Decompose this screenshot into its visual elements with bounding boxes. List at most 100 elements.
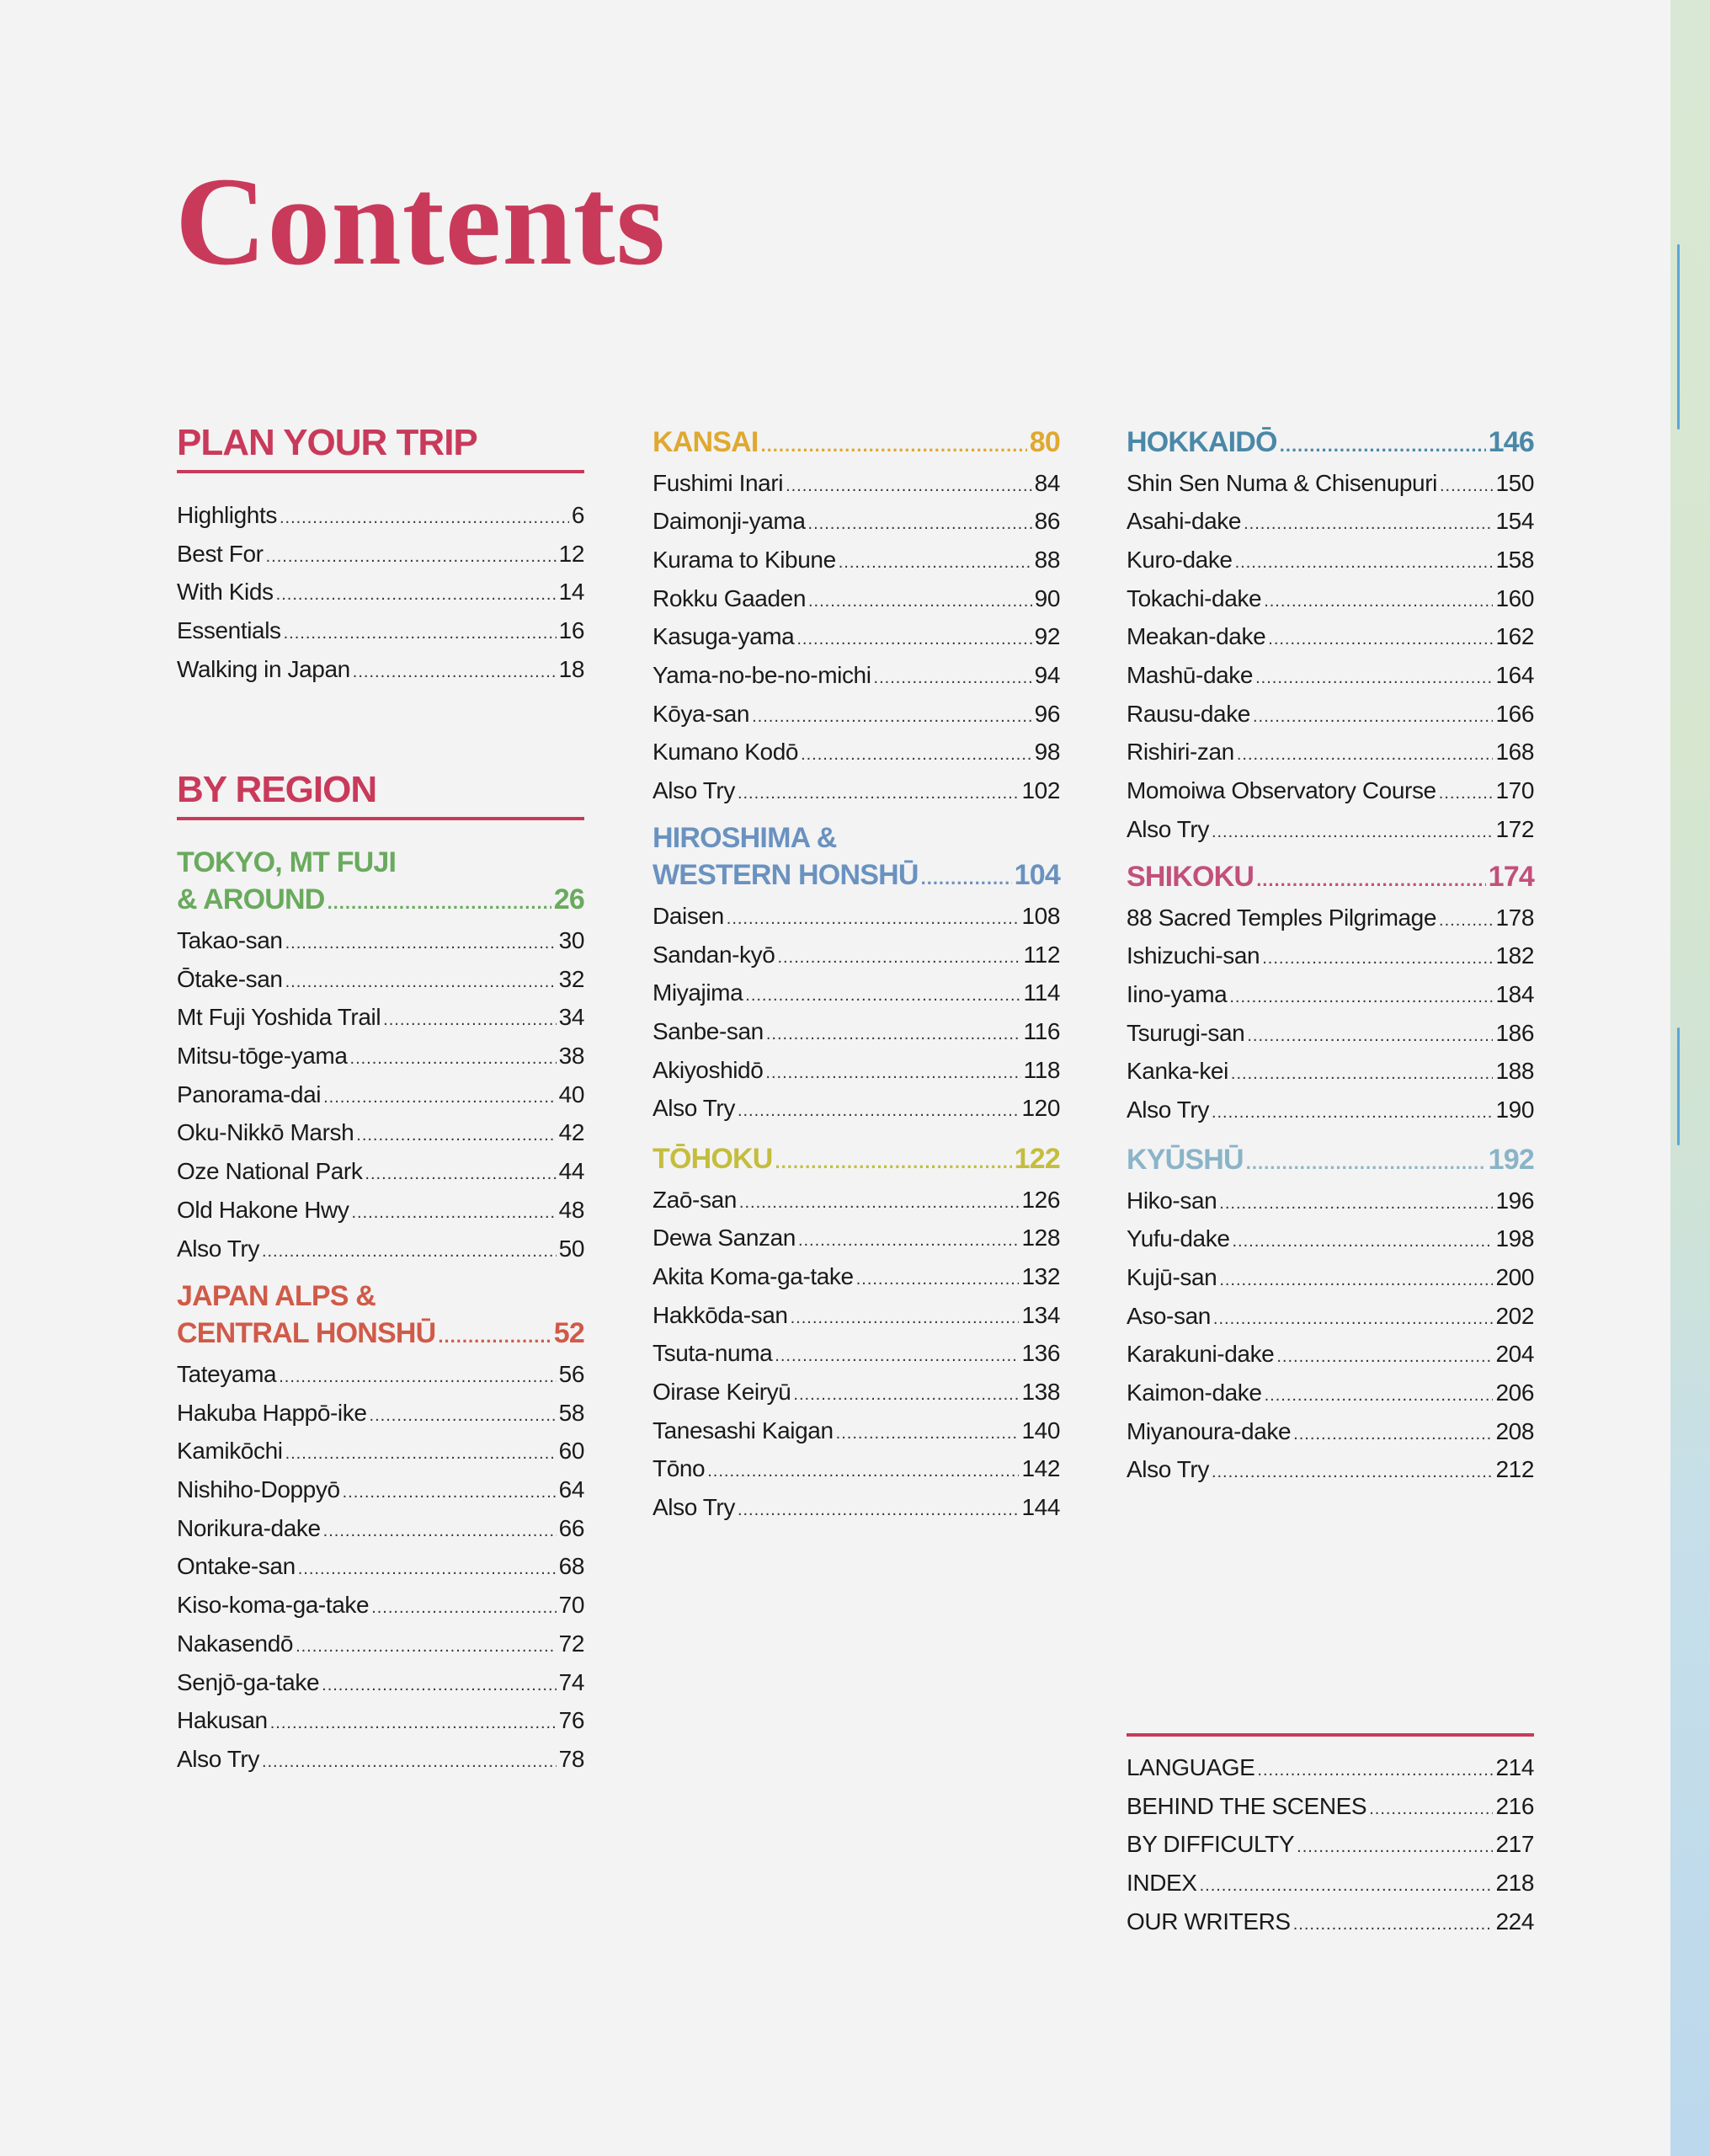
page-number: 60: [558, 1438, 585, 1465]
region-heading[interactable]: TŌHOKU 122: [653, 1141, 1061, 1178]
toc-entry[interactable]: Meakan-dake 162: [1127, 617, 1534, 656]
toc-entry[interactable]: With Kids 14: [177, 573, 584, 611]
toc-entry[interactable]: BEHIND THE SCENES 216: [1127, 1787, 1534, 1826]
toc-entry[interactable]: Zaō-san 126: [653, 1181, 1060, 1219]
toc-entry[interactable]: Tsuta-numa 136: [653, 1334, 1060, 1373]
toc-entry[interactable]: Ōtake-san 32: [177, 960, 584, 999]
toc-entry[interactable]: Nakasendō 72: [177, 1625, 584, 1663]
toc-entry[interactable]: Ontake-san 68: [177, 1547, 584, 1586]
toc-entry[interactable]: Tanesashi Kaigan 140: [653, 1412, 1060, 1450]
toc-entry[interactable]: Kasuga-yama 92: [653, 617, 1060, 656]
region-heading-row: KYŪSHŪ 192: [1127, 1142, 1535, 1179]
toc-entry[interactable]: Hakuba Happō-ike 58: [177, 1394, 584, 1433]
dot-leader: [1212, 814, 1494, 852]
toc-entry[interactable]: Oku-Nikkō Marsh 42: [177, 1113, 584, 1152]
toc-entry[interactable]: Hakusan 76: [177, 1701, 584, 1740]
entry-label: Akita Koma-ga-take: [653, 1262, 854, 1289]
toc-entry[interactable]: Dewa Sanzan 128: [653, 1219, 1060, 1257]
toc-entry[interactable]: LANGUAGE 214: [1127, 1748, 1534, 1787]
toc-entry[interactable]: Panorama-dai 40: [177, 1075, 584, 1114]
toc-entry[interactable]: Kuro-dake 158: [1127, 541, 1534, 579]
page-number: 86: [1034, 508, 1061, 535]
toc-entry[interactable]: 88 Sacred Temples Pilgrimage 178: [1127, 899, 1534, 937]
toc-entry[interactable]: Tokachi-dake 160: [1127, 579, 1534, 618]
toc-entry[interactable]: Asahi-dake 154: [1127, 502, 1534, 541]
toc-entry[interactable]: Tateyama 56: [177, 1355, 584, 1394]
toc-entry[interactable]: Also Try 144: [653, 1488, 1060, 1527]
region-heading[interactable]: HOKKAIDŌ 146: [1127, 424, 1535, 462]
toc-entry[interactable]: Daisen 108: [653, 897, 1060, 936]
toc-entry[interactable]: Sanbe-san 116: [653, 1012, 1060, 1051]
toc-entry[interactable]: Fushimi Inari 84: [653, 464, 1060, 503]
region-heading[interactable]: HIROSHIMA & WESTERN HONSHŪ 104: [653, 820, 1061, 894]
toc-entry[interactable]: Norikura-dake 66: [177, 1509, 584, 1548]
toc-entry[interactable]: Kumano Kodō 98: [653, 733, 1060, 771]
toc-entry[interactable]: Karakuni-dake 204: [1127, 1335, 1534, 1374]
region-heading[interactable]: KYŪSHŪ 192: [1127, 1142, 1535, 1179]
entry-label: Yama-no-be-no-michi: [653, 661, 871, 688]
toc-entry[interactable]: INDEX 218: [1127, 1864, 1534, 1903]
toc-entry[interactable]: Nishiho-Doppyō 64: [177, 1470, 584, 1509]
toc-entry[interactable]: Kiso-koma-ga-take 70: [177, 1586, 584, 1625]
toc-entry[interactable]: BY DIFFICULTY 217: [1127, 1825, 1534, 1864]
toc-entry[interactable]: Highlights 6: [177, 496, 584, 535]
toc-entry[interactable]: Rausu-dake 166: [1127, 695, 1534, 734]
toc-entry[interactable]: Also Try 78: [177, 1740, 584, 1779]
toc-entry[interactable]: Aso-san 202: [1127, 1297, 1534, 1336]
region-heading[interactable]: KANSAI 80: [653, 424, 1061, 462]
toc-entry[interactable]: Also Try 190: [1127, 1091, 1534, 1129]
region-heading[interactable]: JAPAN ALPS & CENTRAL HONSHŪ 52: [177, 1278, 585, 1352]
toc-entry[interactable]: Kōya-san 96: [653, 695, 1060, 734]
toc-entry[interactable]: OUR WRITERS 224: [1127, 1903, 1534, 1941]
toc-entry[interactable]: Kaimon-dake 206: [1127, 1374, 1534, 1412]
toc-entry[interactable]: Also Try 172: [1127, 810, 1534, 849]
region-heading[interactable]: TOKYO, MT FUJI & AROUND 26: [177, 845, 585, 918]
toc-entry[interactable]: Miyajima 114: [653, 974, 1060, 1012]
toc-entry[interactable]: Tsurugi-san 186: [1127, 1014, 1534, 1053]
toc-entry[interactable]: Mitsu-tōge-yama 38: [177, 1037, 584, 1075]
toc-entry[interactable]: Sandan-kyō 112: [653, 936, 1060, 974]
toc-entry[interactable]: Essentials 16: [177, 611, 584, 650]
entry-label: Sandan-kyō: [653, 941, 775, 968]
dot-leader: [739, 1184, 1020, 1223]
page-number: 48: [558, 1196, 585, 1223]
toc-entry[interactable]: Old Hakone Hwy 48: [177, 1191, 584, 1230]
toc-entry[interactable]: Mt Fuji Yoshida Trail 34: [177, 998, 584, 1037]
region-heading[interactable]: SHIKOKU 174: [1127, 859, 1535, 896]
page-number: 172: [1495, 815, 1534, 842]
toc-entry[interactable]: Mashū-dake 164: [1127, 656, 1534, 695]
toc-entry[interactable]: Also Try 50: [177, 1230, 584, 1268]
dot-leader: [856, 1261, 1020, 1299]
toc-entry[interactable]: Ishizuchi-san 182: [1127, 937, 1534, 975]
toc-entry[interactable]: Also Try 102: [653, 771, 1060, 810]
toc-entry[interactable]: Rokku Gaaden 90: [653, 579, 1060, 618]
toc-entry[interactable]: Kurama to Kibune 88: [653, 541, 1060, 579]
toc-entry[interactable]: Also Try 212: [1127, 1450, 1534, 1489]
toc-entry[interactable]: Tōno 142: [653, 1449, 1060, 1488]
toc-entry[interactable]: Kamikōchi 60: [177, 1432, 584, 1470]
toc-entry[interactable]: Yufu-dake 198: [1127, 1219, 1534, 1258]
toc-entry[interactable]: Rishiri-zan 168: [1127, 733, 1534, 771]
toc-entry[interactable]: Hiko-san 196: [1127, 1182, 1534, 1220]
toc-entry[interactable]: Iino-yama 184: [1127, 975, 1534, 1014]
toc-entry[interactable]: Oirase Keiryū 138: [653, 1373, 1060, 1412]
toc-entry[interactable]: Best For 12: [177, 535, 584, 574]
toc-entry[interactable]: Hakkōda-san 134: [653, 1296, 1060, 1335]
toc-entry[interactable]: Takao-san 30: [177, 921, 584, 960]
toc-entry[interactable]: Yama-no-be-no-michi 94: [653, 656, 1060, 695]
toc-entry[interactable]: Momoiwa Observatory Course 170: [1127, 771, 1534, 810]
entry-label: Kasuga-yama: [653, 623, 795, 650]
toc-entry[interactable]: Kanka-kei 188: [1127, 1052, 1534, 1091]
toc-entry[interactable]: Daimonji-yama 86: [653, 502, 1060, 541]
toc-entry[interactable]: Akiyoshidō 118: [653, 1051, 1060, 1090]
toc-entry[interactable]: Also Try 120: [653, 1089, 1060, 1128]
dot-leader: [276, 576, 557, 615]
toc-entry[interactable]: Senjō-ga-take 74: [177, 1663, 584, 1702]
toc-entry[interactable]: Miyanoura-dake 208: [1127, 1412, 1534, 1451]
toc-entry[interactable]: Shin Sen Numa & Chisenupuri 150: [1127, 464, 1534, 503]
toc-entry[interactable]: Akita Koma-ga-take 132: [653, 1257, 1060, 1296]
toc-entry[interactable]: Oze National Park 44: [177, 1152, 584, 1191]
page-number: 208: [1495, 1417, 1534, 1444]
toc-entry[interactable]: Walking in Japan 18: [177, 650, 584, 689]
toc-entry[interactable]: Kujū-san 200: [1127, 1258, 1534, 1297]
